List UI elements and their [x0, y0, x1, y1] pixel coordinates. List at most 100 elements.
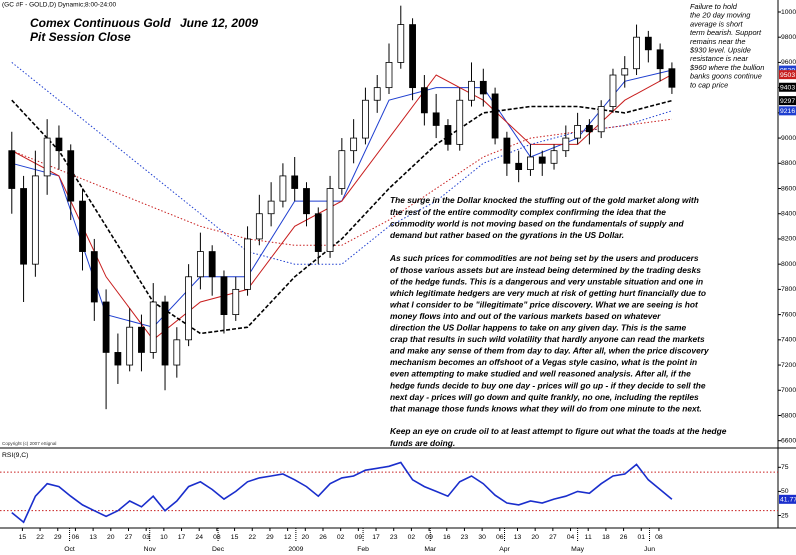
x-tick-label: 24 — [195, 534, 203, 541]
candle-body — [574, 125, 582, 139]
candle-body — [267, 200, 275, 215]
candle-body — [420, 87, 428, 114]
y-tick-label: 9600 — [781, 59, 796, 66]
candle-body — [515, 162, 523, 170]
y-tick-label: 8600 — [781, 185, 796, 192]
y-tick-label: 7200 — [781, 362, 796, 369]
x-tick-label: 26 — [620, 534, 628, 541]
y-tick-label: 7000 — [781, 387, 796, 394]
month-label: Mar — [424, 546, 436, 553]
commentary-line: demand but rather based on the gyrations… — [390, 230, 624, 240]
x-tick-label: 20 — [107, 534, 115, 541]
candle-body — [291, 175, 299, 189]
candle-body — [609, 74, 617, 107]
candle-body — [114, 352, 122, 366]
note-line: term bearish. Support — [690, 28, 762, 37]
month-label: 2009 — [288, 546, 303, 553]
note-line: average is short — [690, 19, 744, 28]
candle-body — [409, 24, 416, 89]
y-tick-label: 9800 — [781, 34, 796, 41]
chart-header: (GC #F - GOLD,D) Dynamic;8:00-24:00 — [2, 2, 117, 9]
candle-body — [432, 112, 440, 126]
candle-body — [550, 150, 558, 164]
y-tick-label: 9000 — [781, 135, 796, 142]
price-tag-label: 9297 — [780, 98, 795, 105]
x-tick-label: 29 — [266, 534, 274, 541]
candle-body — [303, 188, 310, 215]
candle-body — [90, 251, 98, 303]
candle-body — [55, 137, 63, 152]
y-tick-label: 8000 — [781, 261, 796, 268]
candle-body — [597, 106, 605, 133]
commentary-line: and make any sense of them from day to d… — [390, 346, 709, 356]
commentary-line: what I consider to be "illegitimate" pri… — [390, 299, 699, 309]
commentary-line: money flows into and out of the various … — [390, 311, 661, 321]
moving-average — [11, 118, 672, 246]
note-line: to cap price — [690, 80, 728, 89]
candle-body — [668, 68, 676, 88]
price-tag — [779, 96, 796, 106]
x-tick-label: 03 — [142, 534, 150, 541]
month-label: Dec — [212, 546, 225, 553]
x-tick-label: 20 — [531, 534, 539, 541]
x-tick-label: 06 — [496, 534, 504, 541]
candle-body — [644, 36, 652, 51]
month-label: Feb — [357, 546, 369, 553]
commentary-line: As such prices for commodities are not b… — [389, 253, 699, 263]
candle-body — [456, 99, 464, 145]
candle-body — [126, 326, 134, 366]
month-label: Oct — [64, 546, 75, 553]
y-tick-label: 8400 — [781, 211, 796, 218]
price-tag — [779, 70, 796, 80]
candle-body — [633, 36, 640, 70]
x-tick-label: 04 — [567, 534, 575, 541]
x-tick-label: 09 — [355, 534, 363, 541]
price-tag — [779, 82, 796, 92]
note-line: $960 where the bullion — [689, 63, 764, 72]
x-tick-label: 20 — [302, 534, 310, 541]
price-tag-label: 9503 — [780, 72, 795, 79]
candle-body — [149, 301, 157, 353]
candle-body — [161, 301, 169, 366]
rsi-line — [11, 461, 673, 524]
chart-subtitle: Pit Session Close — [30, 30, 131, 44]
candle-body — [244, 238, 251, 290]
x-tick-label: 17 — [372, 534, 380, 541]
commentary-line: crap that results in such wild volatilit… — [390, 334, 705, 344]
commentary-line: funds are doing. — [390, 438, 455, 448]
x-tick-label: 15 — [231, 534, 239, 541]
x-tick-label: 23 — [390, 534, 398, 541]
y-tick-label: 8200 — [781, 236, 796, 243]
candle-body — [338, 150, 346, 189]
price-tag-label: 9403 — [780, 85, 795, 92]
commentary-line: hedge funds decide to buy one day - pric… — [390, 380, 706, 390]
x-tick-label: 27 — [549, 534, 557, 541]
candle-body — [491, 93, 499, 139]
x-tick-label: 01 — [637, 534, 645, 541]
x-tick-label: 27 — [125, 534, 133, 541]
candle-body — [185, 276, 193, 341]
candle-body — [468, 80, 475, 101]
candle-body — [656, 49, 664, 70]
x-tick-label: 16 — [443, 534, 451, 541]
price-tag — [779, 106, 796, 116]
candle-body — [255, 213, 263, 240]
candle-body — [385, 62, 393, 89]
month-label: Apr — [499, 546, 510, 553]
y-tick-label: 6800 — [781, 412, 796, 419]
candle-body — [79, 200, 86, 252]
candle-body — [20, 188, 27, 265]
month-label: Jun — [644, 546, 655, 553]
x-tick-label: 10 — [160, 534, 168, 541]
candle-body — [503, 137, 511, 164]
candle-body — [362, 99, 369, 139]
y-tick-label: 7800 — [781, 286, 796, 293]
y-tick-label: 25 — [781, 512, 789, 519]
price-tag-label: 9216 — [780, 108, 795, 115]
candle-body — [67, 150, 75, 202]
y-tick-label: 75 — [781, 464, 789, 471]
price-tag — [779, 494, 796, 504]
candle-body — [196, 251, 204, 278]
